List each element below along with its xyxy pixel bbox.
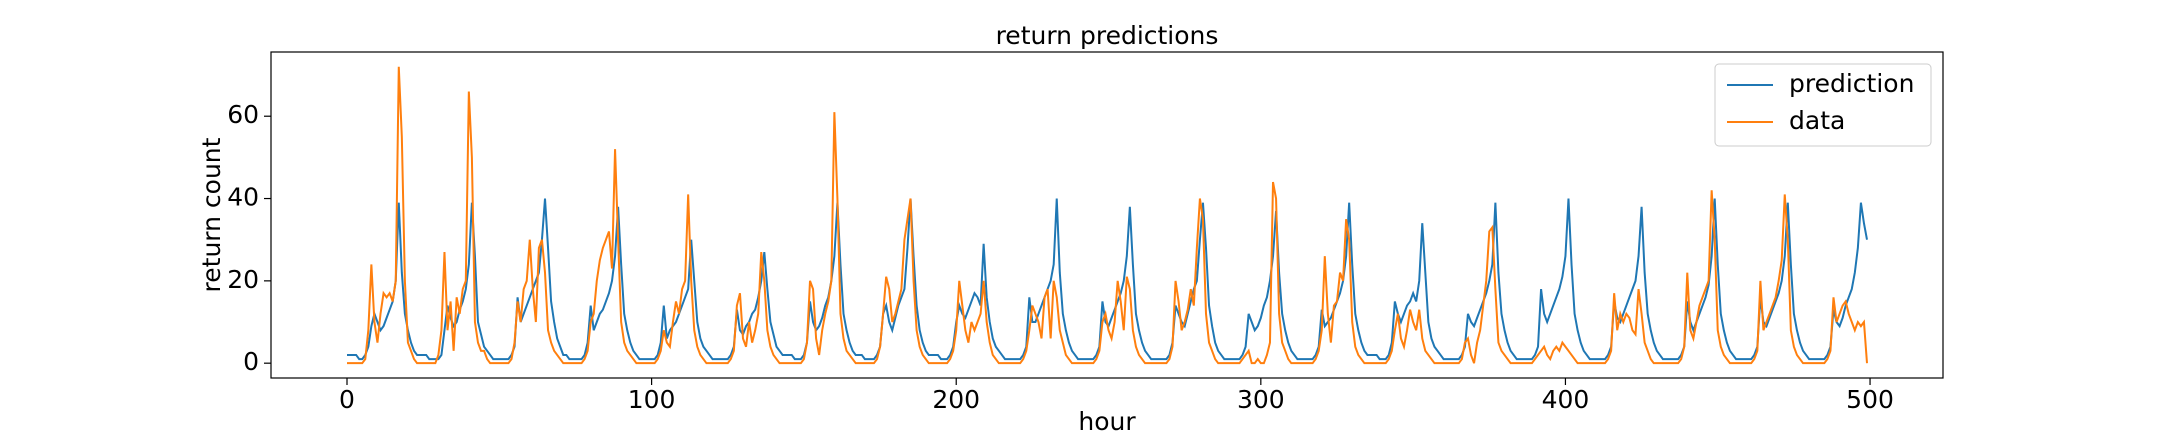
legend-label: prediction bbox=[1789, 69, 1914, 98]
x-tick-label: 0 bbox=[339, 385, 355, 414]
chart-title: return predictions bbox=[996, 21, 1219, 50]
y-tick-label: 60 bbox=[227, 100, 259, 129]
data-line bbox=[347, 198, 1868, 361]
plot-frame bbox=[270, 51, 1944, 379]
x-tick-label: 500 bbox=[1846, 385, 1894, 414]
y-axis-label: return count bbox=[197, 137, 226, 292]
y-tick-label: 0 bbox=[243, 347, 259, 376]
legend-label: data bbox=[1789, 106, 1845, 135]
y-tick-label: 20 bbox=[227, 265, 259, 294]
x-tick-label: 300 bbox=[1237, 385, 1285, 414]
y-tick-label: 40 bbox=[227, 183, 259, 212]
data-line bbox=[347, 66, 1868, 365]
x-tick-label: 100 bbox=[628, 385, 676, 414]
x-axis-label: hour bbox=[1078, 407, 1136, 432]
x-tick-label: 400 bbox=[1542, 385, 1590, 414]
x-tick-label: 200 bbox=[932, 385, 980, 414]
